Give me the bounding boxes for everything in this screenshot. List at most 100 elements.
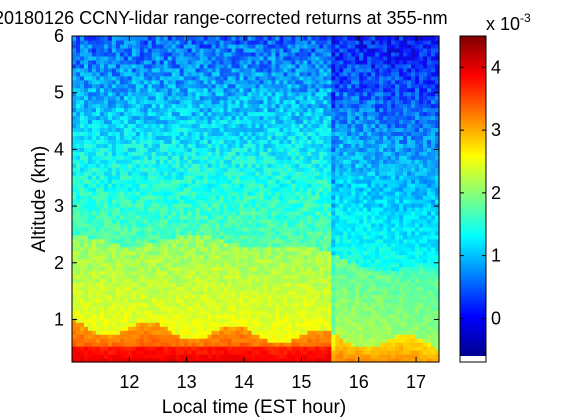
- heatmap-cell: [139, 187, 145, 192]
- heatmap-cell: [291, 242, 296, 248]
- heatmap-cell: [119, 206, 125, 212]
- heatmap-cell: [267, 274, 273, 280]
- heatmap-cell: [279, 262, 285, 268]
- heatmap-cell: [235, 306, 241, 311]
- heatmap-cell: [115, 350, 121, 355]
- heatmap-cell: [255, 202, 261, 208]
- heatmap-cell: [171, 250, 177, 256]
- heatmap-cell: [111, 302, 117, 307]
- heatmap-cell: [235, 314, 241, 319]
- heatmap-cell: [227, 322, 233, 327]
- heatmap-cell: [107, 230, 113, 236]
- heatmap-cell: [235, 302, 241, 307]
- heatmap-cell: [183, 206, 189, 212]
- heatmap-cell: [95, 274, 101, 280]
- heatmap-cell: [307, 346, 312, 351]
- heatmap-cell: [211, 270, 217, 276]
- heatmap-cell: [199, 346, 205, 351]
- heatmap-cell: [111, 222, 117, 228]
- heatmap-cell: [295, 294, 300, 299]
- heatmap-cell: [175, 226, 181, 232]
- heatmap-cell: [135, 306, 141, 311]
- heatmap-cell: [155, 199, 161, 204]
- heatmap-cell: [247, 254, 253, 260]
- heatmap-cell: [287, 274, 292, 280]
- heatmap-cell: [83, 175, 89, 180]
- heatmap-cell: [187, 214, 193, 220]
- heatmap-cell: [72, 278, 77, 284]
- heatmap-cell: [72, 334, 77, 339]
- heatmap-cell: [75, 199, 81, 204]
- heatmap-cell: [115, 199, 121, 204]
- heatmap-cell: [159, 226, 165, 232]
- heatmap-cell: [87, 338, 93, 343]
- heatmap-cell: [123, 318, 129, 323]
- heatmap-cell: [283, 326, 289, 331]
- heatmap-cell: [123, 262, 129, 268]
- heatmap-cell: [239, 246, 245, 252]
- heatmap-cell: [299, 218, 304, 224]
- heatmap-cell: [99, 191, 105, 196]
- heatmap-cell: [135, 195, 141, 200]
- heatmap-cell: [275, 346, 281, 351]
- heatmap-cell: [223, 294, 229, 299]
- heatmap-cell: [215, 222, 221, 228]
- heatmap-cell: [207, 258, 213, 264]
- heatmap-cell: [191, 346, 197, 351]
- heatmap-cell: [199, 183, 205, 188]
- heatmap-cell: [91, 358, 97, 363]
- heatmap-cell: [207, 195, 213, 200]
- heatmap-cell: [83, 298, 89, 303]
- heatmap-cell: [131, 195, 137, 200]
- heatmap-cell: [259, 218, 265, 224]
- heatmap-cell: [111, 214, 117, 220]
- heatmap-cell: [143, 310, 149, 315]
- heatmap-cell: [199, 230, 205, 236]
- heatmap-cell: [135, 302, 141, 307]
- heatmap-cell: [83, 262, 89, 268]
- heatmap-cell: [287, 302, 292, 307]
- heatmap-cell: [167, 318, 173, 323]
- heatmap-cell: [303, 206, 308, 212]
- heatmap-cell: [127, 346, 133, 351]
- heatmap-cell: [143, 322, 149, 327]
- heatmap-cell: [243, 230, 249, 236]
- heatmap-cell: [191, 282, 197, 288]
- heatmap-cell: [147, 358, 153, 363]
- heatmap-cell: [291, 298, 296, 303]
- heatmap-cell: [111, 250, 117, 256]
- heatmap-cell: [235, 206, 241, 212]
- heatmap-cell: [87, 187, 93, 192]
- heatmap-cell: [195, 238, 201, 244]
- heatmap-cell: [207, 302, 213, 307]
- heatmap-cell: [243, 286, 249, 292]
- heatmap-cell: [279, 238, 285, 244]
- heatmap-cell: [259, 270, 265, 276]
- heatmap-cell: [199, 206, 205, 212]
- heatmap-cell: [127, 246, 133, 252]
- heatmap-cell: [79, 306, 85, 311]
- heatmap-cell: [243, 175, 249, 180]
- heatmap-cell: [255, 187, 261, 192]
- heatmap-cell: [119, 218, 125, 224]
- heatmap-cell: [195, 183, 201, 188]
- heatmap-cell: [91, 334, 97, 339]
- heatmap-cell: [155, 334, 161, 339]
- heatmap-cell: [127, 195, 133, 200]
- heatmap-cell: [203, 310, 209, 315]
- heatmap-cell: [283, 342, 289, 347]
- heatmap-cell: [155, 175, 161, 180]
- heatmap-cell: [79, 346, 85, 351]
- heatmap-cell: [183, 254, 189, 260]
- heatmap-cell: [111, 266, 117, 272]
- heatmap-cell: [155, 238, 161, 244]
- heatmap-cell: [243, 270, 249, 276]
- heatmap-cell: [99, 179, 105, 184]
- heatmap-cell: [243, 310, 249, 315]
- heatmap-cell: [295, 175, 300, 180]
- heatmap-cell: [171, 274, 177, 280]
- heatmap-cell: [223, 195, 229, 200]
- heatmap-cell: [215, 234, 221, 240]
- heatmap-cell: [295, 342, 300, 347]
- heatmap-cell: [103, 270, 109, 276]
